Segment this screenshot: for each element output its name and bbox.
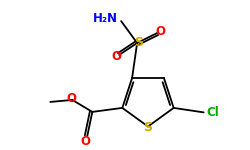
Text: Cl: Cl	[207, 106, 220, 119]
Text: O: O	[80, 135, 90, 148]
Text: O: O	[111, 50, 121, 63]
Text: O: O	[155, 25, 165, 38]
Text: S: S	[144, 121, 152, 134]
Text: S: S	[134, 36, 143, 50]
Text: H₂N: H₂N	[93, 12, 118, 25]
Text: O: O	[66, 92, 76, 105]
